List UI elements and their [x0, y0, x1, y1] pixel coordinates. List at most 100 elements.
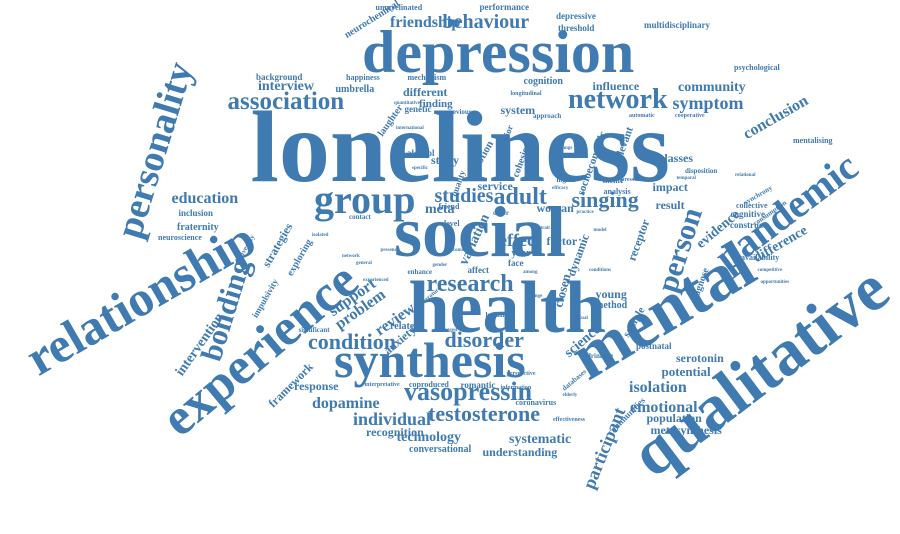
word-performance: performance [479, 1, 529, 12]
word-friendship: friendship [390, 14, 461, 31]
word-depression: depression [362, 19, 635, 85]
word-network: network [568, 84, 668, 115]
word-disposition: disposition [685, 166, 718, 175]
word-competitive: competitive [757, 267, 783, 273]
word-serotonin: serotonin [676, 351, 724, 365]
word-behaviour: behaviour [442, 11, 530, 33]
word-unmyelinated: unmyelinated [375, 3, 423, 12]
word-population: population [646, 411, 702, 425]
word-systematic: systematic [509, 432, 572, 447]
word-finding: finding [419, 97, 453, 110]
word-research: research [426, 271, 514, 297]
word-symptom: symptom [672, 93, 744, 113]
word-dopamine: dopamine [312, 395, 380, 412]
word-theme: theme [602, 176, 624, 185]
word-model: model [593, 227, 607, 233]
word-practice: practice [576, 209, 594, 215]
word-analysis: analysis [603, 187, 631, 196]
word-meta: meta [425, 202, 455, 217]
word-effect: effect [499, 230, 541, 250]
word-different: different [403, 85, 448, 99]
word-cognitive: cognitive [730, 208, 766, 219]
word-background: background [256, 71, 303, 82]
word-cognition: cognition [523, 76, 563, 87]
word-trait: trait [540, 225, 550, 231]
word-metasynthesis: metasynthesis [650, 423, 722, 437]
word-loneliness: loneliness [250, 91, 670, 204]
word-coronavirus: coronavirus [515, 398, 557, 407]
word-understanding: understanding [482, 445, 558, 459]
word-neuroscience: neuroscience [158, 233, 202, 242]
word-impact: impact [652, 180, 688, 194]
word-international: international [396, 125, 424, 131]
word-disorder: disorder [444, 327, 524, 352]
word-singing: singing [571, 187, 639, 212]
word-mentalising: mentalising [793, 136, 833, 145]
word-friend: friend [438, 202, 460, 211]
word-health: health [408, 267, 606, 349]
word-emotional: emotional [630, 399, 698, 416]
word-information: information [500, 385, 532, 391]
word-conversational: conversational [409, 444, 472, 455]
word-network-small: network [342, 253, 360, 259]
word-strategies: strategies [258, 220, 296, 270]
word-education: education [171, 190, 239, 207]
word-testosterone: testosterone [428, 401, 540, 426]
word-adult: adult [493, 184, 547, 210]
word-cooperative: cooperative [675, 113, 705, 119]
word-level: level [444, 219, 460, 228]
word-temporal: temporal [676, 175, 696, 181]
word-depressive: depressive [556, 10, 596, 21]
word-databases: databases [560, 367, 588, 393]
word-method: method [595, 300, 628, 311]
word-association: association [227, 87, 345, 115]
word-sexual: sexual [574, 315, 588, 321]
word-service: service [477, 179, 513, 193]
word-woman: woman [536, 201, 574, 215]
word-approach: approach [533, 111, 562, 120]
word-opportunities: opportunities [760, 279, 790, 285]
word-psychological: psychological [734, 63, 780, 72]
word-interview: interview [258, 79, 314, 94]
word-automatic: automatic [629, 113, 655, 119]
word-studies: studies [434, 185, 494, 207]
word-face: face [508, 257, 524, 268]
word-recognition: recognition [366, 425, 424, 439]
word-group: group [314, 177, 416, 222]
word-quantitative: quantitative [394, 100, 420, 106]
word-technology: technology [396, 430, 462, 445]
word-young: young [595, 287, 627, 301]
word-conditions: conditions [589, 267, 611, 273]
word-experienced: experienced [363, 277, 389, 283]
word-specific: specific [412, 165, 428, 171]
word-pressure: pressure [621, 177, 643, 183]
word-higher: higher [556, 175, 576, 184]
word-isolation: isolation [629, 379, 687, 396]
word-alcohol: alcohol [407, 147, 435, 158]
word-availability: availability [741, 253, 780, 262]
word-individual: individual [353, 409, 432, 429]
word-range: range [530, 293, 543, 299]
word-potential: potential [661, 363, 711, 379]
word-response: response [294, 379, 339, 393]
word-interpretative: interpretative [364, 382, 400, 388]
word-synthesis: synthesis [334, 332, 526, 388]
word-postnatal: postnatal [636, 340, 672, 351]
word-result: result [655, 198, 685, 212]
word-vasopressin: vasopressin [404, 377, 533, 406]
word-contact: contact [349, 212, 371, 221]
word-social: social [394, 192, 566, 272]
word-factor: factor [546, 234, 578, 248]
word-isolated: isolated [312, 232, 329, 238]
word-enhance: enhance [407, 267, 433, 276]
word-significant: significant [298, 325, 330, 334]
word-presence: presence [380, 247, 400, 253]
word-study: study [431, 153, 460, 167]
word-genetic: genetic [404, 103, 432, 114]
word-effectiveness: effectiveness [553, 417, 585, 423]
word-elderly: elderly [562, 392, 578, 398]
word-perspective: perspective [506, 371, 536, 377]
word-gender: gender [432, 262, 448, 268]
word-year: year [511, 248, 531, 259]
